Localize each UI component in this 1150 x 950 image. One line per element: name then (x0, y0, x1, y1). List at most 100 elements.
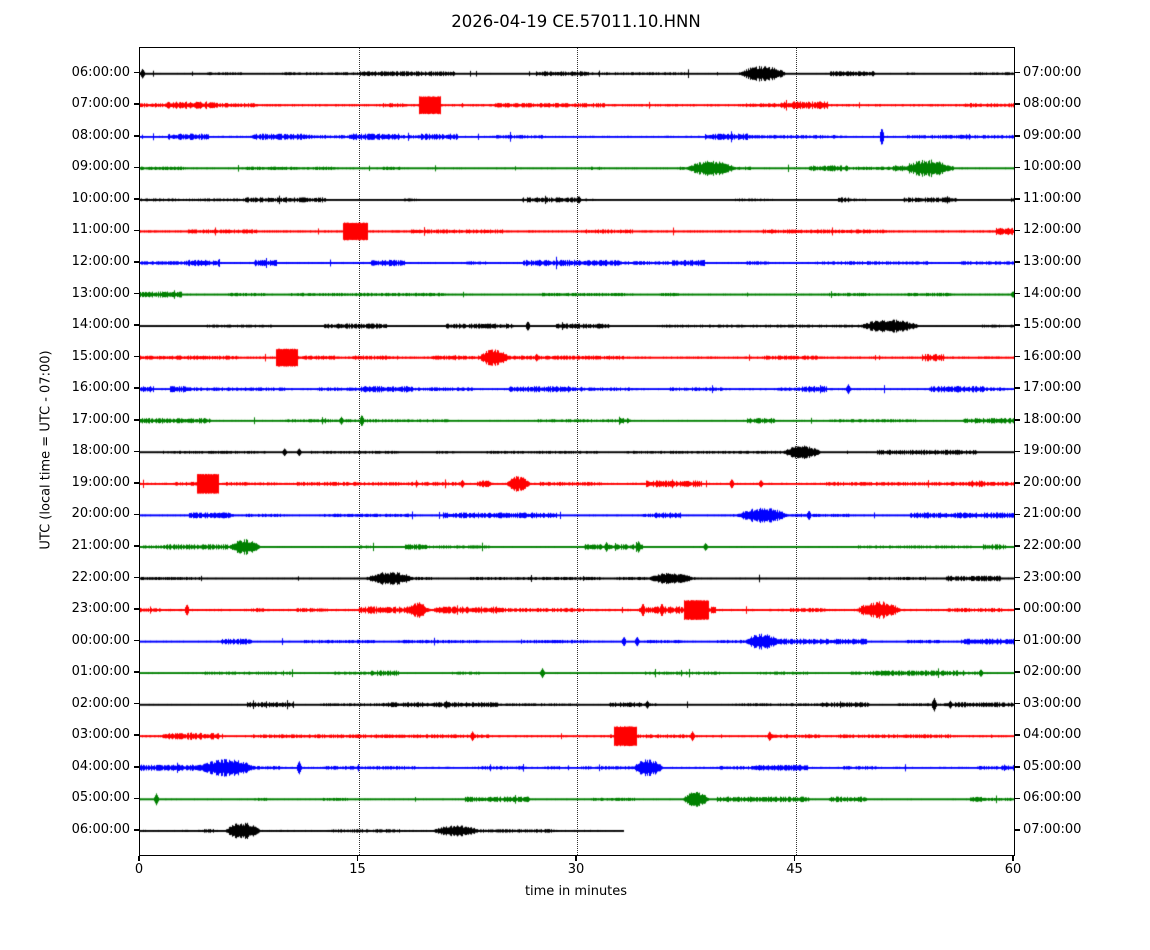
tick-mark-left (134, 545, 139, 547)
tick-mark-right (1014, 355, 1020, 358)
utc-time-label: 18:00:00 (71, 443, 130, 459)
utc-time-label: 00:00:00 (71, 632, 130, 648)
tick-mark-left (134, 387, 139, 389)
utc-end-time-label: 00:00:00 (1023, 601, 1082, 617)
utc-end-time-label: 03:00:00 (1023, 695, 1082, 711)
tick-mark-left (134, 734, 139, 737)
waveform-canvas (140, 48, 1014, 855)
tick-mark-left (134, 418, 139, 421)
utc-end-time-label: 21:00:00 (1023, 506, 1082, 522)
utc-end-time-label: 17:00:00 (1023, 380, 1082, 396)
utc-time-label: 21:00:00 (71, 537, 130, 553)
x-tick-label: 0 (134, 862, 144, 877)
utc-end-time-label: 07:00:00 (1023, 821, 1082, 837)
utc-end-time-label: 10:00:00 (1023, 159, 1082, 175)
x-tick-mark (1012, 855, 1014, 861)
utc-end-time-label: 19:00:00 (1023, 443, 1082, 459)
utc-end-time-label: 20:00:00 (1023, 474, 1082, 490)
tick-mark-right (1014, 608, 1020, 610)
tick-mark-left (134, 229, 139, 232)
utc-end-time-label: 13:00:00 (1023, 254, 1082, 269)
tick-mark-right (1014, 324, 1020, 326)
x-tick-mark (356, 855, 359, 861)
tick-mark-left (134, 702, 139, 705)
utc-end-time-label: 01:00:00 (1023, 632, 1082, 648)
tick-mark-right (1014, 766, 1020, 768)
utc-end-time-label: 23:00:00 (1023, 569, 1082, 585)
tick-mark-right (1014, 545, 1020, 547)
x-tick-label: 30 (567, 862, 585, 877)
utc-time-label: 11:00:00 (71, 222, 130, 238)
tick-mark-right (1014, 482, 1020, 484)
utc-time-label: 20:00:00 (71, 506, 130, 522)
tick-mark-right (1014, 387, 1020, 389)
tick-mark-right (1014, 418, 1020, 421)
tick-mark-right (1014, 229, 1020, 232)
tick-mark-left (134, 324, 139, 326)
utc-time-label: 09:00:00 (71, 159, 130, 175)
utc-end-time-label: 18:00:00 (1023, 411, 1082, 427)
utc-time-label: 15:00:00 (71, 348, 130, 364)
utc-end-time-label: 09:00:00 (1023, 127, 1082, 143)
utc-time-label: 10:00:00 (71, 190, 130, 206)
tick-mark-right (1014, 103, 1020, 106)
utc-time-label: 07:00:00 (71, 96, 130, 112)
tick-mark-right (1014, 513, 1020, 516)
utc-time-label: 04:00:00 (71, 758, 130, 774)
utc-time-label: 06:00:00 (71, 821, 130, 837)
utc-time-label: 08:00:00 (71, 127, 130, 143)
tick-mark-right (1014, 702, 1020, 705)
tick-mark-left (134, 135, 139, 137)
tick-mark-left (134, 608, 139, 610)
utc-time-label: 03:00:00 (71, 727, 130, 743)
utc-time-label: 05:00:00 (71, 790, 130, 806)
tick-mark-right (1014, 71, 1020, 74)
utc-time-label: 19:00:00 (71, 474, 130, 490)
utc-end-time-label: 11:00:00 (1023, 190, 1082, 206)
utc-time-label: 13:00:00 (71, 285, 130, 301)
x-tick-label: 60 (1004, 862, 1022, 877)
tick-mark-left (134, 513, 139, 516)
utc-time-label: 02:00:00 (71, 695, 130, 711)
utc-end-time-label: 06:00:00 (1023, 790, 1082, 806)
tick-mark-left (134, 450, 139, 453)
tick-mark-left (134, 103, 139, 106)
utc-time-label: 22:00:00 (71, 569, 130, 585)
utc-end-time-label: 16:00:00 (1023, 348, 1082, 364)
tick-mark-right (1014, 734, 1020, 737)
tick-mark-left (134, 198, 139, 200)
utc-end-time-label: 04:00:00 (1023, 727, 1082, 743)
tick-mark-right (1014, 198, 1020, 200)
tick-mark-right (1014, 639, 1020, 642)
tick-mark-left (134, 576, 139, 579)
utc-end-time-label: 05:00:00 (1023, 758, 1082, 774)
utc-time-label: 17:00:00 (71, 411, 130, 427)
tick-mark-right (1014, 135, 1020, 137)
tick-mark-right (1014, 166, 1020, 169)
x-tick-mark (138, 855, 140, 861)
tick-mark-left (134, 355, 139, 358)
tick-mark-right (1014, 671, 1020, 673)
utc-time-label: 01:00:00 (71, 664, 130, 680)
tick-mark-right (1014, 261, 1020, 263)
x-axis-label: time in minutes (524, 884, 628, 899)
plot-area (139, 47, 1015, 856)
tick-mark-right (1014, 292, 1020, 295)
utc-end-time-label: 08:00:00 (1023, 96, 1082, 112)
plot-title: 2026-04-19 CE.57011.10.HNN (451, 12, 701, 31)
tick-mark-left (134, 671, 139, 673)
x-tick-label: 15 (349, 862, 366, 877)
tick-mark-left (134, 292, 139, 295)
tick-mark-left (134, 166, 139, 169)
utc-time-label: 14:00:00 (71, 317, 130, 333)
tick-mark-right (1014, 829, 1020, 831)
utc-time-label: 23:00:00 (71, 601, 130, 617)
x-tick-label: 45 (786, 862, 803, 877)
utc-time-label: 06:00:00 (71, 64, 130, 80)
utc-end-time-label: 02:00:00 (1023, 664, 1082, 680)
tick-mark-left (134, 829, 139, 831)
tick-mark-left (134, 71, 139, 74)
tick-mark-left (134, 639, 139, 642)
utc-end-time-label: 12:00:00 (1023, 222, 1082, 238)
